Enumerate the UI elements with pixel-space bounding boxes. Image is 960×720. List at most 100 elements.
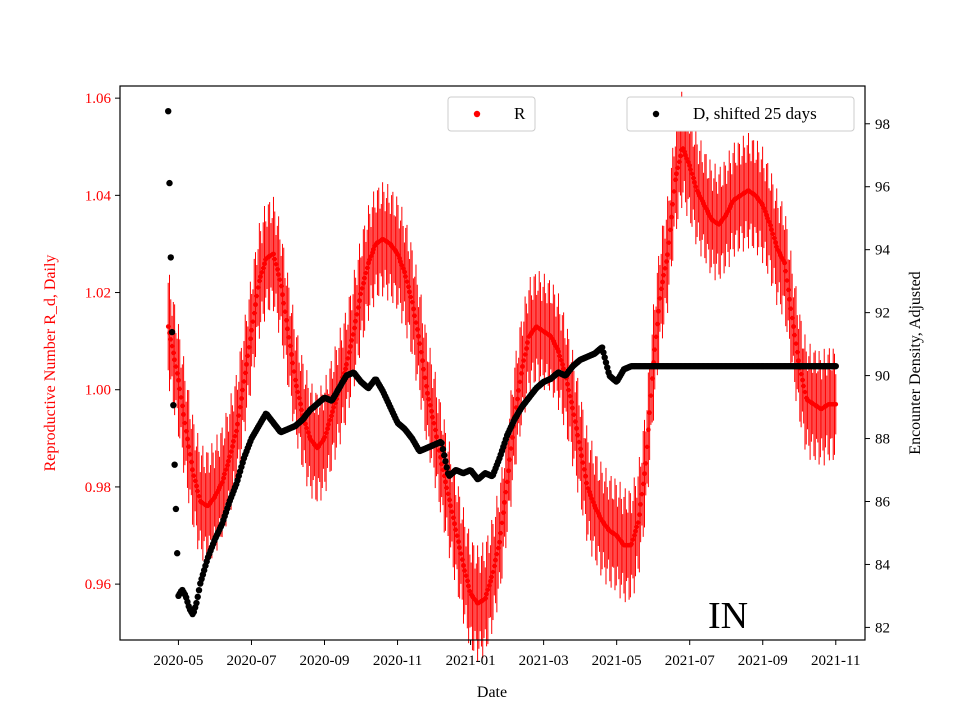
r-point (290, 360, 296, 366)
y-right-tick-label: 98 (875, 117, 890, 133)
r-point (259, 270, 265, 275)
r-point (361, 280, 366, 286)
r-point (631, 533, 637, 538)
r-point (350, 332, 356, 337)
r-point (196, 493, 202, 499)
r-point (454, 533, 460, 538)
r-point (788, 306, 794, 312)
x-tick-label: 2020-11 (373, 653, 422, 669)
r-point (769, 227, 774, 232)
r-point (801, 383, 806, 389)
r-point (323, 430, 329, 436)
r-point (508, 446, 514, 451)
r-point (689, 171, 695, 177)
r-point (517, 379, 523, 385)
y-right-tick-label: 88 (875, 432, 890, 448)
r-point (345, 356, 351, 361)
d-point (602, 359, 610, 366)
r-point (579, 453, 584, 459)
r-point (327, 417, 333, 423)
r-point (448, 503, 453, 509)
r-point (771, 235, 777, 241)
r-point (466, 583, 471, 589)
r-point (444, 485, 450, 491)
r-point (584, 480, 590, 486)
r-point (275, 267, 280, 272)
r-point (285, 326, 290, 332)
r-point (770, 231, 776, 237)
r-point (287, 343, 293, 349)
r-point (191, 473, 197, 479)
r-point (630, 537, 636, 542)
r-point (226, 458, 231, 464)
r-point (305, 430, 311, 435)
r-point (431, 420, 437, 426)
x-axis-label: Date (477, 684, 507, 701)
x-tick-label: 2021-09 (738, 653, 788, 669)
r-point (422, 375, 428, 381)
r-point (289, 352, 294, 357)
r-point (450, 515, 456, 521)
r-point (296, 395, 302, 401)
y-left-tick-label: 1.02 (85, 286, 111, 302)
y-right-tick-label: 96 (875, 180, 891, 196)
r-point (678, 153, 683, 159)
r-point (571, 412, 577, 418)
y-axis-left: 0.96 0.98 1.00 1.02 1.04 1.06 (85, 91, 120, 593)
r-point (430, 414, 435, 420)
r-point (525, 340, 530, 345)
r-point (662, 266, 668, 271)
r-point (222, 471, 227, 477)
r-point (461, 563, 466, 568)
r-point (675, 165, 681, 171)
r-point (182, 420, 188, 426)
y-left-tick-label: 1.04 (85, 188, 112, 204)
r-point (427, 402, 433, 408)
r-point (502, 500, 507, 505)
r-point (187, 452, 193, 457)
r-point (493, 557, 498, 563)
plot-frame (119, 85, 866, 641)
r-point (787, 297, 792, 302)
r-point (576, 439, 582, 445)
r-point (635, 520, 641, 525)
r-point (676, 159, 682, 165)
y-left-tick-label: 0.98 (85, 480, 111, 496)
r-point (276, 272, 281, 277)
r-point (833, 402, 839, 407)
r-point (443, 479, 448, 485)
r-point (463, 573, 469, 579)
r-point (667, 227, 673, 233)
r-point (456, 539, 461, 544)
r-point (673, 177, 678, 183)
r-point (304, 425, 310, 431)
r-point (558, 357, 564, 363)
r-point (690, 175, 696, 181)
r-point (355, 305, 361, 310)
d-point (173, 550, 181, 557)
r-point (322, 434, 328, 440)
r-point (489, 574, 495, 580)
r-point (560, 362, 565, 367)
r-point (177, 386, 183, 392)
r-point (271, 251, 276, 257)
r-point (583, 473, 588, 479)
r-point (303, 421, 308, 427)
r-point (192, 478, 198, 484)
y-left-tick-label: 1.06 (85, 91, 112, 107)
r-point (282, 309, 288, 315)
y-axis-left-label: Reproductive Number R_d, Daily (42, 255, 59, 472)
r-point (258, 274, 263, 279)
r-point (262, 261, 267, 267)
r-point (796, 358, 801, 364)
r-point (570, 405, 575, 411)
d-point (441, 452, 448, 459)
x-axis: 2020-05 2020-07 2020-09 2020-11 2021-01 2021-… (153, 640, 861, 669)
r-point (524, 346, 529, 351)
r-point (572, 419, 578, 424)
r-point (638, 502, 643, 507)
r-point (465, 578, 470, 584)
r-point (509, 435, 515, 440)
r-point (352, 325, 357, 331)
r-point (660, 279, 665, 285)
